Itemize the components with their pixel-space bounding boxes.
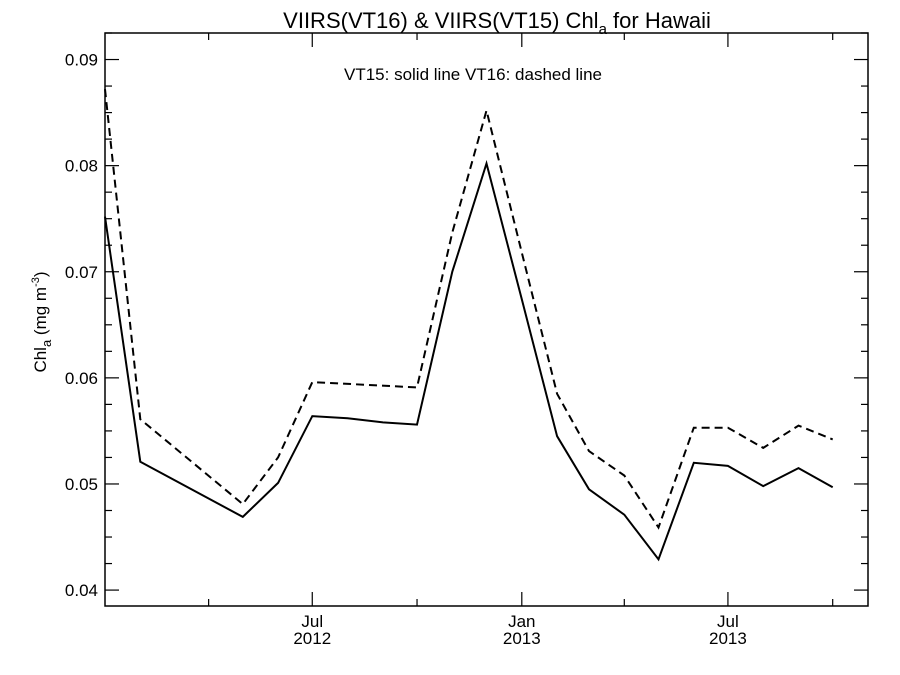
y-tick-label: 0.08 bbox=[65, 157, 98, 176]
series-line-solid bbox=[104, 159, 834, 562]
y-tick-label: 0.04 bbox=[65, 581, 98, 600]
y-tick-label: 0.05 bbox=[65, 475, 98, 494]
y-tick-label: 0.09 bbox=[65, 51, 98, 70]
chart-title-main: VIIRS(VT16) & VIIRS(VT15) Chl bbox=[283, 8, 598, 33]
series-layer bbox=[104, 89, 834, 562]
x-tick-label-month: Jul bbox=[717, 612, 739, 631]
y-axis-label-main: Chl bbox=[31, 347, 50, 373]
y-axis-label-superscript: -3 bbox=[30, 277, 42, 287]
x-tick-label-year: 2012 bbox=[293, 629, 331, 648]
series-line-dashed bbox=[104, 89, 834, 530]
x-tick-label-month: Jul bbox=[301, 612, 323, 631]
x-tick-label-year: 2013 bbox=[503, 629, 541, 648]
x-tick-label-year: 2013 bbox=[709, 629, 747, 648]
series-style-annotation: VT15: solid line VT16: dashed line bbox=[344, 65, 602, 84]
y-axis-label: Chla (mg m-3) bbox=[30, 271, 54, 372]
chart-title-subscript: a bbox=[599, 21, 608, 38]
y-axis-label-close: ) bbox=[31, 271, 50, 277]
x-tick-label-month: Jan bbox=[508, 612, 535, 631]
plot-frame bbox=[104, 32, 869, 607]
y-axis-label-units: (mg m bbox=[31, 287, 50, 340]
y-axis-label-subscript: a bbox=[39, 339, 54, 347]
axes: 0.040.050.060.070.080.09Jul2012Jan2013Ju… bbox=[65, 32, 868, 648]
chart-title-rest: for Hawaii bbox=[607, 8, 711, 33]
y-tick-label: 0.06 bbox=[65, 369, 98, 388]
y-tick-label: 0.07 bbox=[65, 263, 98, 282]
chart-title: VIIRS(VT16) & VIIRS(VT15) Chla for Hawai… bbox=[283, 8, 711, 38]
